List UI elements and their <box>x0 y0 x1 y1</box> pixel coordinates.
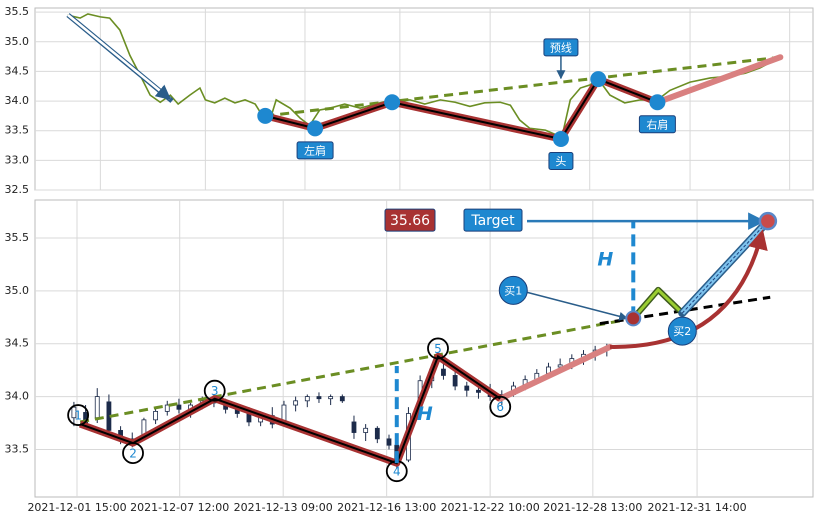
candle-body <box>339 396 345 402</box>
x-tick-label: 2021-12-01 15:00 <box>27 501 126 514</box>
candle-body <box>464 385 470 391</box>
candle-body <box>557 364 563 368</box>
candle-body <box>328 396 334 400</box>
pattern-point <box>122 442 144 464</box>
candle-body <box>476 389 481 393</box>
candle-body <box>363 427 369 433</box>
candle-body <box>293 400 299 406</box>
buy1-point <box>625 310 642 327</box>
y-tick-label: 33.0 <box>5 153 30 166</box>
target-label-box <box>463 208 523 232</box>
candle-body <box>71 406 77 419</box>
y-tick-label: 35.5 <box>5 231 30 244</box>
x-tick-label: 2021-12-22 10:00 <box>441 501 540 514</box>
point-label: 5 <box>434 342 442 356</box>
y-tick-label: 35.5 <box>5 5 30 18</box>
annotation: 右肩 <box>646 117 668 131</box>
y-tick-label: 34.0 <box>5 94 30 107</box>
neck-label-box <box>543 38 579 57</box>
annotation: 头 <box>555 155 566 168</box>
target-point <box>758 211 778 231</box>
y-tick-label: 33.5 <box>5 124 30 137</box>
point-label: 4 <box>393 465 401 479</box>
target-value: 35.66 <box>390 213 430 229</box>
pattern-point <box>427 337 449 360</box>
y-tick-label: 34.0 <box>5 390 30 403</box>
arrow-decor <box>67 14 172 100</box>
neckline <box>79 316 634 424</box>
target-value-box <box>384 208 436 232</box>
target-curve <box>609 229 768 349</box>
y-tick-label: 33.5 <box>5 442 30 455</box>
height-label: H <box>417 403 433 425</box>
buy1-label: 买1 <box>504 284 522 297</box>
pattern-point <box>649 94 666 111</box>
candle-body <box>153 410 158 421</box>
pattern-point <box>590 71 607 88</box>
x-tick-label: 2021-12-28 13:00 <box>543 501 642 514</box>
candle-body <box>304 396 310 402</box>
pattern-core <box>79 354 501 465</box>
x-tick-label: 2021-12-07 12:00 <box>130 501 229 514</box>
pattern-point <box>489 395 512 418</box>
bottom-panel <box>34 199 814 498</box>
candle-body <box>374 427 380 440</box>
neck-label: 预线 <box>550 40 572 54</box>
pattern-core <box>265 77 658 141</box>
candle-body <box>94 396 100 419</box>
plot-layer: 32.5 33.0 33.5 34.0 34.5 35.0 35.5 左肩头 右肩 预线 33.5 3… <box>5 5 813 514</box>
candle-body <box>164 404 170 412</box>
buy1-badge <box>498 275 528 305</box>
candle-body <box>441 368 446 376</box>
candle-body <box>351 421 357 433</box>
pattern-point <box>384 94 401 111</box>
candle-body <box>452 375 458 387</box>
x-tick-label: 2021-12-31 14:00 <box>648 501 747 514</box>
y-tick-label: 35.0 <box>5 284 30 297</box>
buy2-badge <box>667 316 697 346</box>
neckline <box>265 55 781 118</box>
annotation-box <box>638 115 676 134</box>
target-label: Target <box>470 213 515 229</box>
projection <box>654 54 784 106</box>
breakout-line <box>599 295 771 326</box>
buy2-core <box>632 287 684 320</box>
annotation-box <box>548 152 574 171</box>
pattern-point <box>307 120 324 137</box>
x-tick-label: 2021-12-16 13:00 <box>337 501 436 514</box>
y-tick-label: 34.5 <box>5 337 30 350</box>
y-tick-label: 35.0 <box>5 35 30 48</box>
annotation-box <box>296 141 334 160</box>
point-label: 3 <box>211 384 219 398</box>
pattern-point <box>203 379 226 402</box>
point-label: 1 <box>74 409 82 423</box>
annotation: 左肩 <box>304 143 326 157</box>
candle-body <box>176 404 182 410</box>
candle-body <box>386 438 392 446</box>
x-tick-label: 2021-12-13 09:00 <box>234 501 333 514</box>
candle-body <box>316 396 322 400</box>
buy1-arrow <box>527 291 629 321</box>
point-label: 6 <box>496 400 504 414</box>
projection <box>497 343 613 402</box>
pattern-point <box>257 107 274 124</box>
target-run-dash <box>681 220 769 314</box>
point-label: 2 <box>129 447 137 461</box>
pattern-point <box>552 131 569 148</box>
y-tick-label: 32.5 <box>5 183 30 196</box>
height-label: H <box>597 248 613 270</box>
y-tick-label: 34.5 <box>5 64 30 77</box>
buy2-label: 买2 <box>673 325 691 338</box>
top-panel <box>34 7 814 191</box>
pattern-point <box>67 404 90 426</box>
